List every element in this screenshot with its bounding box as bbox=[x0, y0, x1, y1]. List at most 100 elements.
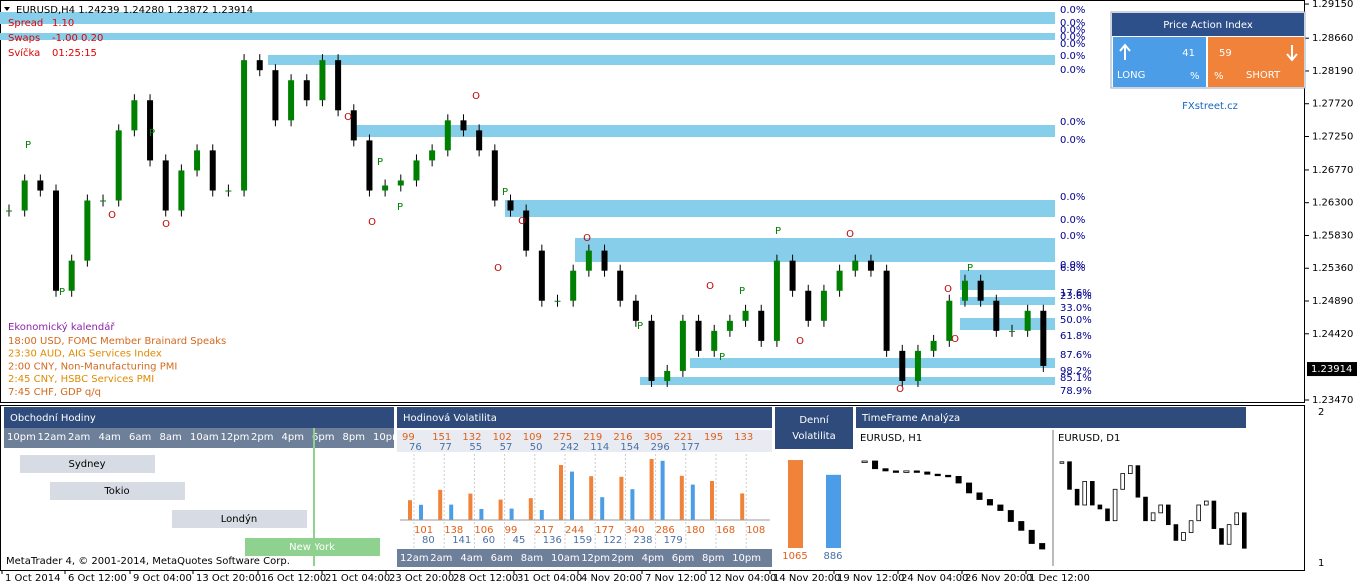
signal-marker: O bbox=[494, 263, 502, 274]
info-label: Spread bbox=[8, 18, 43, 29]
candle bbox=[726, 320, 733, 331]
signal-marker: O bbox=[951, 334, 959, 345]
dv-header bbox=[775, 407, 853, 449]
session-label: Tokio bbox=[103, 486, 129, 497]
y-tick-label: 1.28660 bbox=[1312, 33, 1353, 44]
price-zone bbox=[505, 200, 1055, 217]
fib-label: 33.0% bbox=[1060, 303, 1092, 314]
y-tick-label: 1.28190 bbox=[1312, 66, 1353, 77]
candle bbox=[350, 110, 357, 141]
fib-label: 17.6% bbox=[1060, 288, 1092, 299]
tf-candle bbox=[1173, 524, 1179, 541]
candle bbox=[397, 180, 404, 186]
tf-candle bbox=[1158, 504, 1164, 514]
hv-top-blue: 57 bbox=[500, 442, 513, 453]
hv-bar-orange bbox=[468, 493, 473, 520]
candle bbox=[53, 190, 60, 291]
hv-bar-orange bbox=[740, 493, 745, 520]
fib-label: 98.2% bbox=[1060, 366, 1092, 377]
calendar-event: 2:45 CNY, HSBC Services PMI bbox=[8, 374, 154, 385]
x-tick-label: 23 Oct 20:00 bbox=[389, 573, 454, 584]
candle bbox=[115, 130, 122, 201]
price-zone bbox=[960, 297, 1055, 305]
session-label: New York bbox=[289, 542, 335, 553]
candle bbox=[899, 350, 906, 381]
candle bbox=[84, 200, 91, 261]
price-zone bbox=[268, 55, 1055, 65]
tf-label: EURUSD, D1 bbox=[1058, 433, 1120, 444]
candle bbox=[538, 250, 545, 301]
y-tick-label: 1.23470 bbox=[1312, 395, 1353, 406]
hv-top-orange: 133 bbox=[734, 432, 753, 443]
fib-label: 0.0% bbox=[1060, 51, 1085, 62]
candle bbox=[930, 340, 937, 351]
tf-candle bbox=[945, 474, 952, 478]
calendar-title: Ekonomický kalendář bbox=[8, 321, 115, 333]
hv-bar-orange bbox=[710, 481, 714, 520]
candle bbox=[288, 80, 295, 121]
x-tick-label: 4 Nov 20:00 bbox=[581, 573, 642, 584]
candle bbox=[476, 130, 483, 151]
tf-candle bbox=[1018, 521, 1025, 531]
tf-candle bbox=[1067, 461, 1072, 490]
hour-label: 2am bbox=[68, 432, 90, 443]
fib-label: 87.6% bbox=[1060, 350, 1092, 361]
calendar-event: 18:00 USD, FOMC Member Brainard Speaks bbox=[8, 336, 226, 347]
hv-top-blue: 296 bbox=[651, 442, 670, 453]
panel-header bbox=[4, 407, 394, 428]
x-tick-label: 9 Oct 04:00 bbox=[133, 573, 192, 584]
y-tick-label: 1.29150 bbox=[1312, 0, 1353, 10]
fib-label: 0.0% bbox=[1060, 25, 1085, 36]
candle bbox=[194, 150, 201, 171]
session-bar bbox=[50, 482, 185, 500]
hv-bar-blue bbox=[570, 471, 574, 520]
hv-bar-blue bbox=[449, 504, 454, 520]
candle bbox=[162, 160, 169, 211]
fib-label: 6.8% bbox=[1060, 263, 1085, 274]
tf-candle bbox=[1082, 481, 1088, 506]
candle bbox=[256, 60, 263, 71]
hv-top-blue: 177 bbox=[681, 442, 700, 453]
signal-marker: P bbox=[502, 187, 508, 198]
sub-tick: 1 bbox=[1318, 558, 1324, 569]
tf-candle bbox=[1204, 500, 1209, 506]
hour-label: 4am bbox=[99, 432, 121, 443]
hv-bar-blue bbox=[419, 504, 423, 520]
candle bbox=[6, 210, 12, 212]
hv-bar-blue bbox=[479, 509, 484, 520]
x-tick-label: 7 Nov 12:00 bbox=[645, 573, 706, 584]
hv-bottom-orange: 177 bbox=[595, 525, 614, 536]
tf-candle bbox=[1143, 496, 1148, 522]
hv-top-blue: 242 bbox=[560, 442, 579, 453]
y-tick-label: 1.24890 bbox=[1312, 296, 1353, 307]
x-tick-label: 1 Dec 12:00 bbox=[1029, 573, 1090, 584]
hv-hour: 6am bbox=[491, 553, 513, 564]
hv-bar-blue bbox=[509, 508, 514, 520]
candle bbox=[21, 180, 28, 211]
price-zone bbox=[575, 238, 1055, 262]
hv-top-orange: 132 bbox=[462, 432, 481, 443]
signal-marker: P bbox=[397, 202, 403, 213]
symbol-line: EURUSD,H4 1.24239 1.24280 1.23872 1.2391… bbox=[16, 5, 253, 16]
tf-candle bbox=[955, 475, 962, 484]
tf-candle bbox=[1242, 512, 1247, 549]
candle bbox=[742, 310, 749, 321]
signal-marker: P bbox=[775, 226, 781, 237]
info-value: -1.00 0.20 bbox=[52, 33, 103, 44]
tf-candle bbox=[1007, 510, 1014, 522]
y-tick-label: 1.27250 bbox=[1312, 131, 1353, 142]
candle bbox=[820, 290, 827, 321]
hv-hour: 2am bbox=[430, 553, 452, 564]
price-zone bbox=[352, 125, 1055, 137]
y-tick-label: 1.24420 bbox=[1312, 329, 1353, 340]
tf-candle bbox=[892, 470, 899, 473]
x-tick-label: 21 Oct 04:00 bbox=[325, 573, 390, 584]
sub-tick: 2 bbox=[1318, 407, 1324, 418]
tf-candle bbox=[1120, 473, 1126, 490]
hv-bottom-blue: 159 bbox=[573, 535, 592, 546]
hv-top-orange: 195 bbox=[704, 432, 723, 443]
fib-label: 0.0% bbox=[1060, 32, 1085, 43]
hour-label: 4pm bbox=[282, 432, 304, 443]
